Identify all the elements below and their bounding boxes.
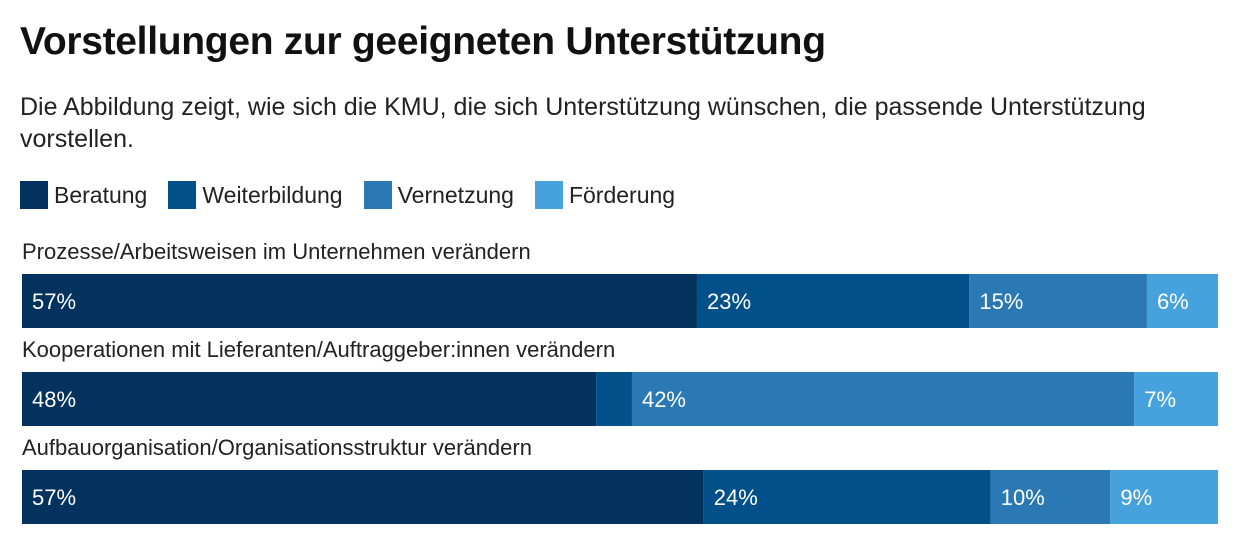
bar-segment-row-3-series-3 — [990, 470, 1111, 524]
page-subtitle: Die Abbildung zeigt, wie sich die KMU, d… — [20, 93, 1146, 153]
chart-legend: Beratung Weiterbildung Vernetzung Förder… — [20, 180, 696, 210]
bar-segment-row-2-series-1 — [22, 372, 597, 426]
category-label-row-1: Prozesse/Arbeitsweisen im Unternehmen ve… — [22, 239, 531, 264]
data-label-row-1-series-2: 23% — [707, 289, 751, 314]
data-label-row-2-series-4: 7% — [1144, 387, 1176, 412]
data-label-row-1-series-1: 57% — [32, 289, 76, 314]
bar-segment-row-1-series-3 — [969, 274, 1147, 328]
legend-item-weiterbildung: Weiterbildung — [168, 181, 343, 209]
bar-segment-row-3-series-4 — [1110, 470, 1218, 524]
category-label-row-2: Kooperationen mit Lieferanten/Auftraggeb… — [22, 337, 615, 362]
legend-item-beratung: Beratung — [20, 181, 147, 209]
bar-segment-row-1-series-1 — [22, 274, 697, 328]
legend-label-beratung: Beratung — [54, 181, 148, 208]
legend-item-foerderung: Förderung — [534, 181, 676, 209]
bar-segment-row-2-series-4 — [1134, 372, 1218, 426]
bar-segment-row-2-series-3 — [631, 372, 1135, 426]
data-label-row-1-series-4: 6% — [1157, 289, 1189, 314]
data-label-row-3-series-4: 9% — [1120, 485, 1152, 510]
data-label-row-3-series-2: 24% — [714, 485, 758, 510]
bar-segment-row-1-series-4 — [1146, 274, 1218, 328]
legend-label-weiterbildung: Weiterbildung — [202, 181, 343, 208]
legend-swatch-weiterbildung — [168, 181, 197, 209]
legend-item-vernetzung: Vernetzung — [363, 181, 514, 209]
category-label-row-3: Aufbauorganisation/Organisationsstruktur… — [22, 435, 532, 460]
data-label-row-2-series-3: 42% — [642, 387, 686, 412]
data-label-row-3-series-3: 10% — [1001, 485, 1045, 510]
bar-segment-row-3-series-1 — [22, 470, 704, 524]
legend-label-foerderung: Förderung — [568, 181, 676, 208]
bar-segment-row-3-series-2 — [703, 470, 991, 524]
legend-swatch-vernetzung — [363, 181, 392, 209]
bar-segment-row-1-series-2 — [696, 274, 970, 328]
data-label-row-1-series-3: 15% — [979, 289, 1023, 314]
data-label-row-2-series-1: 48% — [32, 387, 76, 412]
data-label-row-3-series-1: 57% — [32, 485, 76, 510]
legend-swatch-foerderung — [534, 181, 563, 209]
bar-segment-row-2-series-2 — [596, 372, 632, 426]
legend-swatch-beratung — [20, 181, 48, 209]
page-title: Vorstellungen zur geeigneten Unterstützu… — [20, 20, 826, 63]
legend-label-vernetzung: Vernetzung — [397, 181, 514, 208]
